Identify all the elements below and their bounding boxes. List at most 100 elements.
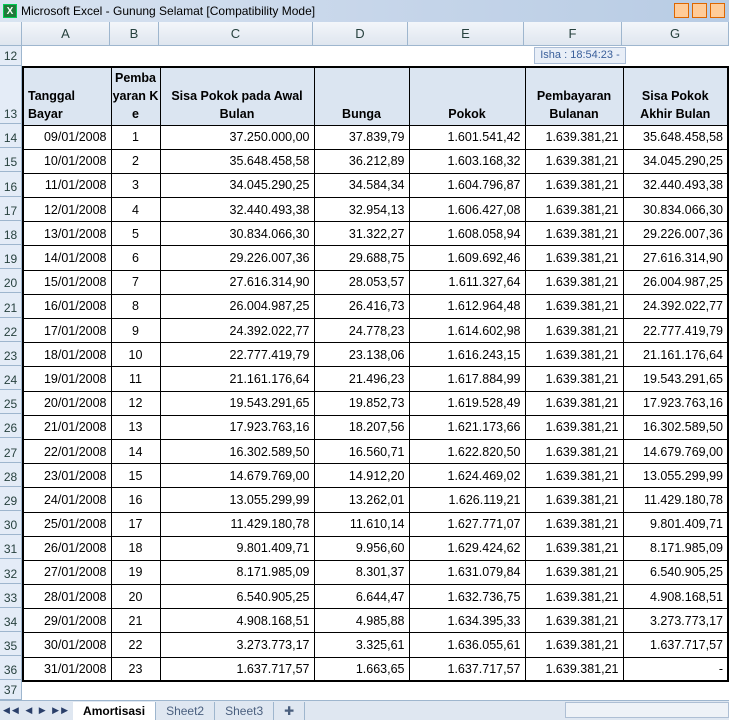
table-cell[interactable]: 1.639.381,21 [524,148,624,174]
table-cell[interactable]: 1.622.820,50 [408,438,526,465]
table-cell[interactable]: 1.634.395,33 [408,608,526,634]
table-cell[interactable]: 1.614.602,98 [408,317,526,344]
table-cell[interactable]: 11.610,14 [313,511,410,537]
table-cell[interactable]: 34.584,34 [313,172,410,199]
header-pembayaran-ke[interactable]: Pembayaran Ke [110,66,161,126]
table-cell[interactable]: 1.621.173,66 [408,414,526,440]
table-cell[interactable]: 19/01/2008 [22,366,112,392]
table-cell[interactable]: 1.639.381,21 [524,197,624,223]
table-cell[interactable]: 4 [110,197,161,223]
table-cell[interactable]: 7 [110,269,161,295]
table-cell[interactable]: 2 [110,148,161,174]
row-header[interactable]: 28 [0,462,22,487]
table-cell[interactable]: 9.801.409,71 [159,535,315,561]
table-cell[interactable]: 34.045.290,25 [159,172,315,199]
header-sisa-pokok-awal[interactable]: Sisa Pokok pada Awal Bulan [159,66,315,126]
table-cell[interactable]: 13 [110,414,161,440]
table-cell[interactable]: 37.839,79 [313,124,410,150]
table-cell[interactable]: 22.777.419,79 [622,317,729,344]
row-header[interactable]: 22 [0,317,22,342]
table-cell[interactable]: 26.004.987,25 [159,293,315,320]
row-header[interactable]: 31 [0,535,22,560]
table-cell[interactable]: 1.639.381,21 [524,390,624,416]
table-cell[interactable]: 20 [110,584,161,610]
table-cell[interactable]: 1.637.717,57 [408,656,526,682]
table-cell[interactable]: 16.560,71 [313,438,410,465]
table-cell[interactable]: 22/01/2008 [22,438,112,465]
table-cell[interactable]: 29.226.007,36 [159,245,315,271]
row-header[interactable]: 25 [0,390,22,415]
table-cell[interactable]: 1.603.168,32 [408,148,526,174]
table-cell[interactable]: 1.639.381,21 [524,656,624,682]
table-cell[interactable]: 1.601.541,42 [408,124,526,150]
table-cell[interactable]: 1.639.381,21 [524,632,624,658]
table-cell[interactable]: 17.923.763,16 [622,390,729,416]
table-cell[interactable]: 6 [110,245,161,271]
row-header[interactable]: 30 [0,511,22,536]
table-cell[interactable]: 6.644,47 [313,584,410,610]
table-cell[interactable]: 27/01/2008 [22,559,112,586]
table-cell[interactable]: 37.250.000,00 [159,124,315,150]
table-cell[interactable]: 34.045.290,25 [622,148,729,174]
table-cell[interactable]: 1.639.381,21 [524,559,624,586]
table-cell[interactable]: 29.226.007,36 [622,221,729,247]
table-cell[interactable]: 4.908.168,51 [159,608,315,634]
table-cell[interactable]: 1.639.381,21 [524,608,624,634]
sheet-nav-arrows-icon[interactable]: ◀◀ ◀ ▶ ▶▶ [3,705,71,715]
table-cell[interactable]: 12 [110,390,161,416]
table-cell[interactable]: 16 [110,487,161,513]
table-cell[interactable]: 1.639.381,21 [524,221,624,247]
row-header[interactable]: 19 [0,244,22,270]
table-cell[interactable]: 3.273.773,17 [159,632,315,658]
table-cell[interactable]: 21 [110,608,161,634]
table-cell[interactable]: 1.609.692,46 [408,245,526,271]
table-cell[interactable]: 1.616.243,15 [408,342,526,368]
row-header[interactable]: 12 [0,46,22,66]
table-cell[interactable]: 21.496,23 [313,366,410,392]
table-cell[interactable]: 1.637.717,57 [159,656,315,682]
table-cell[interactable]: 6.540.905,25 [159,584,315,610]
row-header[interactable]: 35 [0,631,22,657]
row-header[interactable]: 34 [0,607,22,632]
table-cell[interactable]: 9 [110,317,161,344]
table-cell[interactable]: 26/01/2008 [22,535,112,561]
table-cell[interactable]: 14 [110,438,161,465]
table-cell[interactable]: 18/01/2008 [22,342,112,368]
row-header[interactable]: 36 [0,656,22,681]
table-cell[interactable]: 23 [110,656,161,682]
table-cell[interactable]: 15 [110,463,161,489]
row-header[interactable]: 27 [0,438,22,463]
sheet-tab-sheet2[interactable]: Sheet2 [156,701,216,720]
table-cell[interactable]: 23.138,06 [313,342,410,368]
table-cell[interactable]: 1.619.528,49 [408,390,526,416]
table-cell[interactable]: 1.639.381,21 [524,317,624,344]
table-cell[interactable]: 1.639.381,21 [524,487,624,513]
tray-icon-2[interactable] [692,3,707,18]
table-cell[interactable]: 22.777.419,79 [159,342,315,368]
table-cell[interactable]: 1.636.055,61 [408,632,526,658]
table-cell[interactable]: 16.302.589,50 [622,414,729,440]
table-cell[interactable]: 30/01/2008 [22,632,112,658]
table-cell[interactable]: 31.322,27 [313,221,410,247]
table-cell[interactable]: 19 [110,559,161,586]
table-cell[interactable]: 15/01/2008 [22,269,112,295]
table-cell[interactable]: 26.416,73 [313,293,410,320]
table-cell[interactable]: 1.639.381,21 [524,535,624,561]
table-cell[interactable]: 1.663,65 [313,656,410,682]
table-cell[interactable]: 20/01/2008 [22,390,112,416]
table-cell[interactable]: 1.626.119,21 [408,487,526,513]
row-header[interactable]: 15 [0,148,22,173]
table-cell[interactable]: 1.639.381,21 [524,245,624,271]
table-cell[interactable]: 19.852,73 [313,390,410,416]
column-header[interactable]: B [110,22,159,45]
table-cell[interactable]: 28/01/2008 [22,584,112,610]
table-cell[interactable]: 3.273.773,17 [622,608,729,634]
table-cell[interactable]: 8.171.985,09 [622,535,729,561]
table-cell[interactable]: 5 [110,221,161,247]
table-cell[interactable]: 1.639.381,21 [524,584,624,610]
table-cell[interactable]: 17.923.763,16 [159,414,315,440]
table-cell[interactable]: 30.834.066,30 [622,197,729,223]
table-cell[interactable]: 31/01/2008 [22,656,112,682]
table-cell[interactable]: 1.606.427,08 [408,197,526,223]
table-cell[interactable]: 30.834.066,30 [159,221,315,247]
